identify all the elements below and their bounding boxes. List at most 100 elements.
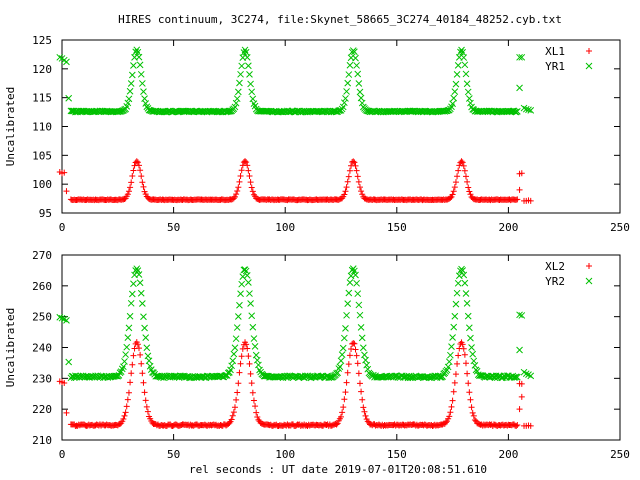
data-point xyxy=(254,413,261,420)
data-point xyxy=(344,369,351,376)
data-point xyxy=(56,313,64,321)
data-point xyxy=(356,380,363,387)
data-point xyxy=(459,159,466,166)
data-point xyxy=(462,290,470,297)
data-point xyxy=(124,334,132,341)
data-point xyxy=(514,196,521,203)
data-point xyxy=(132,48,140,56)
data-point xyxy=(137,289,145,297)
data-point xyxy=(356,311,364,319)
data-point xyxy=(355,80,363,87)
data-point xyxy=(450,94,458,102)
x-tick-label: 50 xyxy=(167,448,180,461)
data-point xyxy=(242,158,249,165)
data-point xyxy=(518,380,525,387)
data-point xyxy=(511,108,519,116)
data-point xyxy=(239,273,247,280)
data-point xyxy=(125,324,133,332)
data-point xyxy=(244,345,251,352)
data-point xyxy=(453,289,461,297)
data-point xyxy=(464,312,472,320)
data-point xyxy=(461,279,469,287)
data-point xyxy=(344,178,351,185)
data-point xyxy=(138,360,145,367)
data-point xyxy=(243,53,251,61)
data-point xyxy=(356,88,364,96)
legend-label-YR2: YR2 xyxy=(545,275,565,288)
data-point xyxy=(467,396,474,403)
data-point xyxy=(339,409,346,416)
data-point xyxy=(346,167,353,174)
data-point xyxy=(451,379,458,386)
data-point xyxy=(236,369,243,376)
data-point xyxy=(246,290,253,297)
data-point xyxy=(234,188,241,195)
data-point xyxy=(231,404,238,411)
data-point xyxy=(136,279,144,287)
data-point xyxy=(363,361,371,369)
data-point xyxy=(140,379,147,386)
data-point xyxy=(342,325,349,332)
legend-marker-YR1 xyxy=(585,62,593,70)
data-point xyxy=(339,103,347,111)
data-point xyxy=(454,62,462,69)
y-axis-label: Uncalibrated xyxy=(4,308,17,387)
data-point xyxy=(344,79,352,87)
legend-marker-YR2 xyxy=(585,277,593,285)
data-point xyxy=(463,300,471,307)
data-point xyxy=(138,173,145,180)
data-point xyxy=(345,71,353,78)
data-point xyxy=(252,351,260,359)
data-point xyxy=(334,369,342,377)
data-point xyxy=(143,344,151,352)
data-point xyxy=(343,184,350,191)
y-tick-label: 250 xyxy=(32,311,52,324)
data-point xyxy=(518,312,526,319)
data-point xyxy=(126,87,134,95)
data-point xyxy=(120,363,127,371)
data-point xyxy=(451,312,459,320)
data-point xyxy=(361,351,368,359)
data-point xyxy=(451,88,459,96)
data-point xyxy=(350,158,357,165)
data-point xyxy=(346,279,354,286)
data-point xyxy=(461,351,468,358)
data-point xyxy=(340,404,347,411)
data-point xyxy=(124,99,132,107)
data-point xyxy=(130,352,137,359)
data-point xyxy=(228,362,235,370)
data-point xyxy=(137,70,145,78)
data-point xyxy=(244,162,251,169)
data-point xyxy=(136,345,143,352)
data-point xyxy=(238,353,245,360)
data-point xyxy=(477,372,484,379)
data-point xyxy=(465,184,472,191)
data-point xyxy=(360,404,367,411)
data-point xyxy=(345,289,353,297)
data-point xyxy=(134,159,141,166)
data-point xyxy=(469,409,476,416)
data-point xyxy=(338,105,346,113)
y-tick-label: 125 xyxy=(32,34,52,47)
data-point xyxy=(144,352,152,360)
data-point xyxy=(233,324,241,331)
data-point xyxy=(450,388,457,395)
legend-marker-XL1 xyxy=(586,48,592,54)
x-tick-label: 200 xyxy=(498,221,518,234)
data-point xyxy=(128,370,135,377)
data-point xyxy=(121,358,128,365)
data-point xyxy=(248,380,255,387)
data-point xyxy=(227,366,234,374)
data-point xyxy=(351,267,358,275)
data-point xyxy=(462,173,469,180)
y-tick-label: 230 xyxy=(32,372,52,385)
data-point xyxy=(462,70,470,78)
series-YR1 xyxy=(56,46,535,116)
data-point xyxy=(358,188,365,195)
data-point xyxy=(230,409,237,416)
data-point xyxy=(516,186,523,193)
data-point xyxy=(63,58,70,66)
x-axis-label: rel seconds : UT date 2019-07-01T20:08:5… xyxy=(189,463,487,476)
data-point xyxy=(134,48,142,56)
data-point xyxy=(256,366,263,374)
